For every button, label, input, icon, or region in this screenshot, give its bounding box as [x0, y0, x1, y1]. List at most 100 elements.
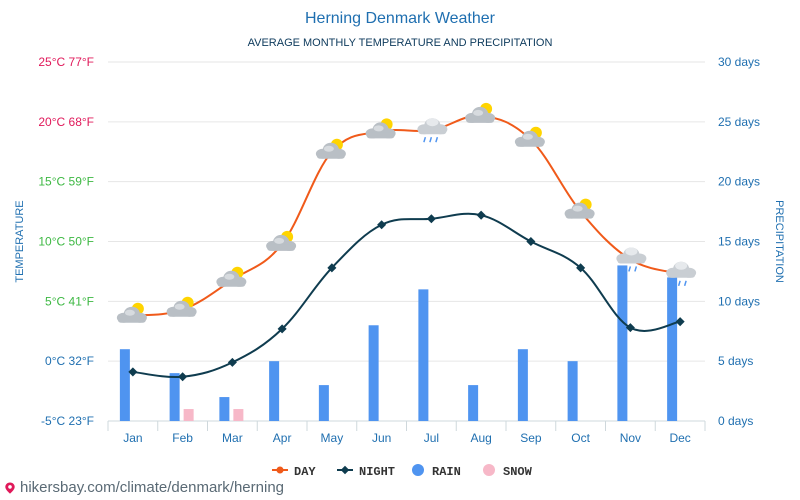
night-point — [476, 210, 486, 220]
cloud-highlight — [373, 125, 384, 132]
rain-cloud-icon — [616, 247, 647, 272]
legend-marker-snow — [483, 464, 495, 476]
cloud-highlight — [625, 247, 638, 256]
rain-bar — [468, 385, 479, 421]
legend-marker-day — [276, 466, 284, 474]
snow-bar — [233, 409, 244, 421]
legend-label-night: NIGHT — [359, 465, 395, 478]
cloud-base — [167, 310, 196, 317]
cloud-highlight — [124, 309, 135, 316]
night-series — [128, 210, 685, 382]
night-point — [227, 357, 237, 367]
rain-bar — [368, 325, 379, 421]
cloud-highlight — [522, 133, 533, 140]
partly-cloudy-icon — [465, 102, 496, 123]
y-right-tick-label: 10 days — [718, 294, 760, 308]
snow-bar — [183, 409, 194, 421]
rain-bar — [169, 373, 180, 421]
legend-label-day: DAY — [294, 465, 316, 478]
y-right-axis-title: PRECIPITATION — [773, 200, 785, 283]
night-point — [128, 367, 138, 377]
cloud-base — [466, 116, 495, 123]
cloud-base — [366, 132, 395, 139]
rain-cloud-icon — [417, 118, 448, 143]
cloud-highlight — [426, 118, 439, 127]
y-left-axis-title: TEMPERATURE — [14, 200, 26, 282]
cloud-highlight — [174, 303, 185, 310]
rain-drop — [671, 280, 675, 287]
precipitation-bars — [119, 265, 678, 421]
cloud-base — [418, 128, 447, 135]
y-right-tick-label: 25 days — [718, 115, 760, 129]
cloud-base — [267, 244, 296, 251]
legend-item-snow[interactable] — [483, 464, 495, 476]
rain-drop — [435, 136, 439, 143]
x-tick-label: Jul — [424, 431, 439, 445]
night-point — [178, 372, 188, 382]
y-right-tick-label: 5 days — [718, 354, 753, 368]
y-left-tick-label: 10°C 50°F — [38, 235, 94, 249]
cloud-base — [117, 316, 146, 323]
rain-bar — [318, 385, 329, 421]
night-point — [576, 263, 586, 273]
rain-drop — [429, 136, 433, 143]
x-tick-label: Jun — [372, 431, 391, 445]
cloud-base — [617, 257, 646, 264]
legend-label-rain: RAIN — [432, 465, 461, 478]
climate-chart: Herning Denmark Weather AVERAGE MONTHLY T… — [14, 10, 785, 478]
cloud-base — [217, 280, 246, 287]
rain-drop — [677, 280, 681, 287]
legend-marker-night — [340, 465, 350, 475]
partly-cloudy-icon — [315, 138, 346, 159]
x-tick-label: Apr — [273, 431, 292, 445]
legend-item-day[interactable] — [272, 466, 288, 474]
x-tick-label: Dec — [669, 431, 690, 445]
cloud-highlight — [274, 237, 285, 244]
y-left-tick-label: 15°C 59°F — [38, 175, 94, 189]
rain-drop — [683, 280, 687, 287]
map-pin-icon — [5, 482, 15, 494]
x-tick-label: May — [321, 431, 344, 445]
partly-cloudy-icon — [564, 198, 595, 219]
x-tick-label: Aug — [470, 431, 491, 445]
rain-drop — [622, 266, 626, 272]
partly-cloudy-icon — [514, 126, 545, 147]
y-left-tick-label: -5°C 23°F — [41, 414, 94, 428]
partly-cloudy-icon — [166, 296, 197, 317]
weather-icons — [116, 102, 697, 323]
rain-bar — [667, 277, 678, 421]
rain-drop — [628, 266, 632, 272]
footer-link[interactable]: hikersbay.com/climate/denmark/herning — [4, 479, 284, 496]
rain-bar — [219, 397, 230, 421]
x-tick-label: Oct — [571, 431, 590, 445]
rain-bar — [567, 361, 578, 421]
partly-cloudy-icon — [116, 302, 147, 323]
legend-item-night[interactable] — [337, 465, 353, 475]
night-point — [377, 220, 387, 230]
y-left-tick-label: 0°C 32°F — [45, 354, 94, 368]
legend-marker-rain — [412, 464, 424, 476]
rain-bar — [418, 289, 429, 421]
night-point — [526, 236, 536, 247]
x-tick-label: Mar — [222, 431, 243, 445]
rain-drop — [634, 266, 638, 272]
partly-cloudy-icon — [216, 266, 247, 287]
day-series — [132, 114, 681, 317]
rain-bar — [269, 361, 280, 421]
y-right-tick-label: 15 days — [718, 235, 760, 249]
y-left-tick-label: 20°C 68°F — [38, 115, 94, 129]
x-tick-label: Nov — [620, 431, 641, 445]
partly-cloudy-icon — [266, 230, 297, 251]
rain-bar — [517, 349, 528, 421]
cloud-base — [667, 271, 696, 278]
legend-item-rain[interactable] — [412, 464, 424, 476]
cloud-highlight — [572, 205, 583, 212]
grid-lines — [107, 61, 706, 431]
rain-cloud-icon — [666, 261, 697, 287]
cloud-highlight — [473, 109, 484, 116]
chart-title: Herning Denmark Weather — [305, 10, 496, 27]
y-right-tick-label: 30 days — [718, 55, 760, 69]
cloud-base — [316, 152, 345, 159]
cloud-highlight — [675, 261, 688, 270]
partly-cloudy-icon — [365, 118, 396, 139]
